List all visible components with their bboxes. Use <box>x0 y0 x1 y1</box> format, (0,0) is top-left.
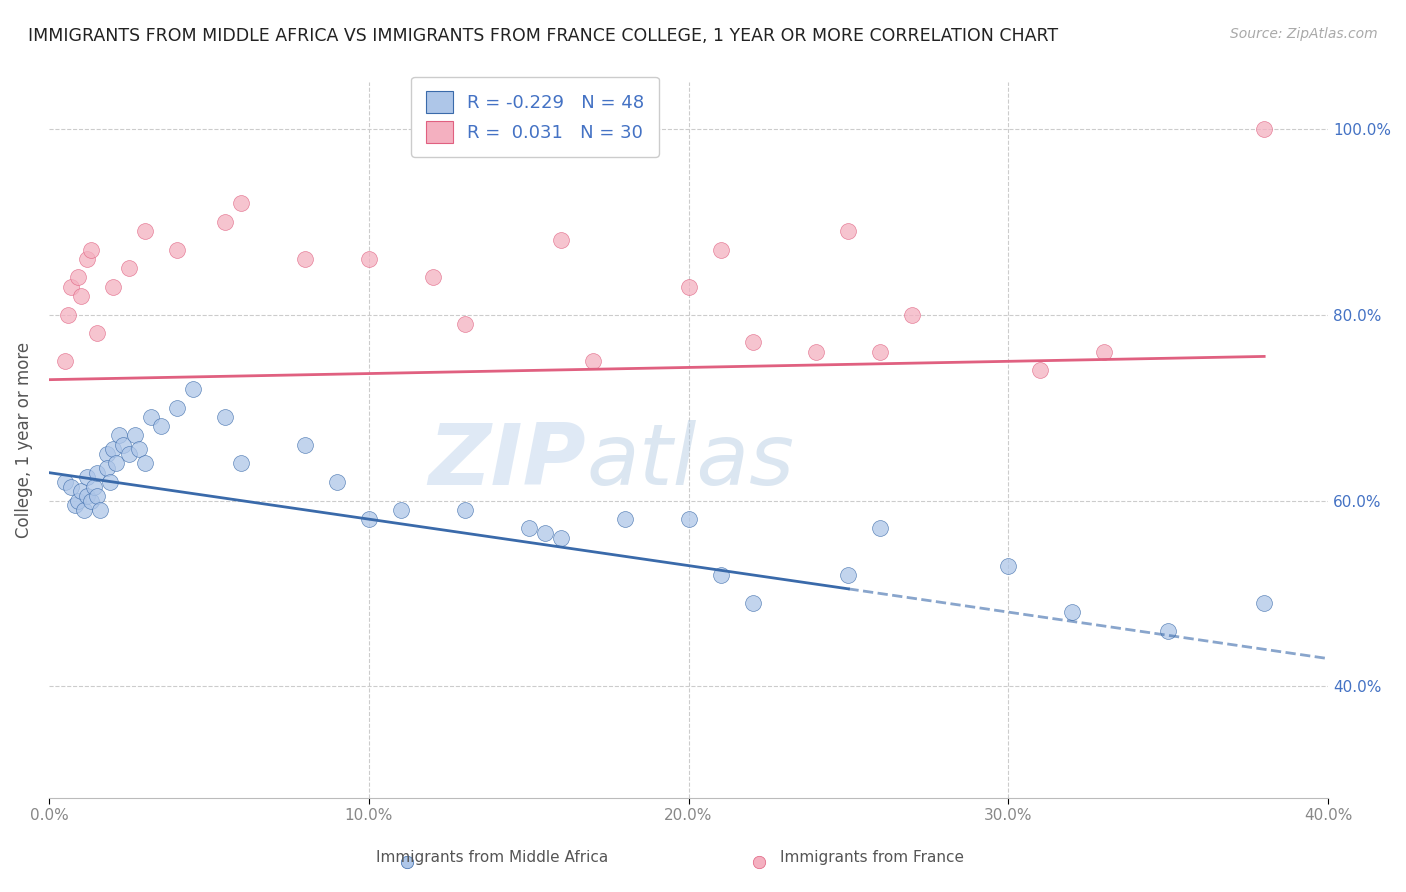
Text: IMMIGRANTS FROM MIDDLE AFRICA VS IMMIGRANTS FROM FRANCE COLLEGE, 1 YEAR OR MORE : IMMIGRANTS FROM MIDDLE AFRICA VS IMMIGRA… <box>28 27 1059 45</box>
Point <box>70 484 93 499</box>
Point <box>294 252 316 266</box>
Point <box>70 289 93 303</box>
Point <box>997 558 1019 573</box>
Point <box>550 233 572 247</box>
Point <box>326 475 349 489</box>
Point <box>63 498 86 512</box>
Point <box>98 475 121 489</box>
Point <box>517 521 540 535</box>
Point <box>214 409 236 424</box>
Point <box>86 466 108 480</box>
Point <box>229 196 252 211</box>
Point <box>134 456 156 470</box>
Point <box>1029 363 1052 377</box>
Point <box>166 243 188 257</box>
Point <box>581 354 603 368</box>
Y-axis label: College, 1 year or more: College, 1 year or more <box>15 342 32 538</box>
Point <box>134 224 156 238</box>
Point <box>66 270 89 285</box>
Point <box>389 503 412 517</box>
Point <box>806 344 828 359</box>
Point <box>166 401 188 415</box>
Point <box>118 447 141 461</box>
Point <box>533 526 555 541</box>
Point <box>869 344 891 359</box>
Point <box>89 503 111 517</box>
Text: Immigrants from France: Immigrants from France <box>780 850 963 865</box>
Point <box>1157 624 1180 638</box>
Point <box>118 261 141 276</box>
Point <box>1253 121 1275 136</box>
Text: Immigrants from Middle Africa: Immigrants from Middle Africa <box>375 850 609 865</box>
Point <box>454 317 477 331</box>
Point <box>454 503 477 517</box>
Point <box>60 480 83 494</box>
Point <box>86 326 108 341</box>
Point <box>678 279 700 293</box>
Point <box>741 596 763 610</box>
Text: atlas: atlas <box>586 420 794 503</box>
Point <box>108 428 131 442</box>
Point <box>96 447 118 461</box>
Point <box>422 270 444 285</box>
Point <box>741 335 763 350</box>
Point <box>101 279 124 293</box>
Point <box>76 489 98 503</box>
Point <box>229 456 252 470</box>
Point <box>76 252 98 266</box>
Point <box>869 521 891 535</box>
Point <box>73 503 96 517</box>
Point <box>105 456 128 470</box>
Point <box>141 409 163 424</box>
Point <box>214 214 236 228</box>
Point <box>1062 605 1084 619</box>
Point <box>550 531 572 545</box>
Text: Source: ZipAtlas.com: Source: ZipAtlas.com <box>1230 27 1378 41</box>
Point <box>56 308 79 322</box>
Point <box>79 493 101 508</box>
Point <box>96 461 118 475</box>
Point <box>111 438 134 452</box>
Point <box>294 438 316 452</box>
Point <box>1253 596 1275 610</box>
Point <box>60 279 83 293</box>
Point <box>181 382 204 396</box>
Point <box>66 493 89 508</box>
Point <box>76 470 98 484</box>
Point <box>357 252 380 266</box>
Point <box>86 489 108 503</box>
Point <box>53 354 76 368</box>
Point <box>79 243 101 257</box>
Text: ZIP: ZIP <box>429 420 586 503</box>
Point <box>149 419 172 434</box>
Point <box>128 442 150 457</box>
Point <box>124 428 146 442</box>
Point <box>613 512 636 526</box>
Point <box>53 475 76 489</box>
Point <box>901 308 924 322</box>
Point <box>837 568 859 582</box>
Point <box>678 512 700 526</box>
Point <box>357 512 380 526</box>
Point <box>837 224 859 238</box>
Point <box>709 243 731 257</box>
Point <box>709 568 731 582</box>
Point <box>1092 344 1115 359</box>
Point <box>83 480 105 494</box>
Point <box>101 442 124 457</box>
Legend: R = -0.229   N = 48, R =  0.031   N = 30: R = -0.229 N = 48, R = 0.031 N = 30 <box>412 77 659 157</box>
